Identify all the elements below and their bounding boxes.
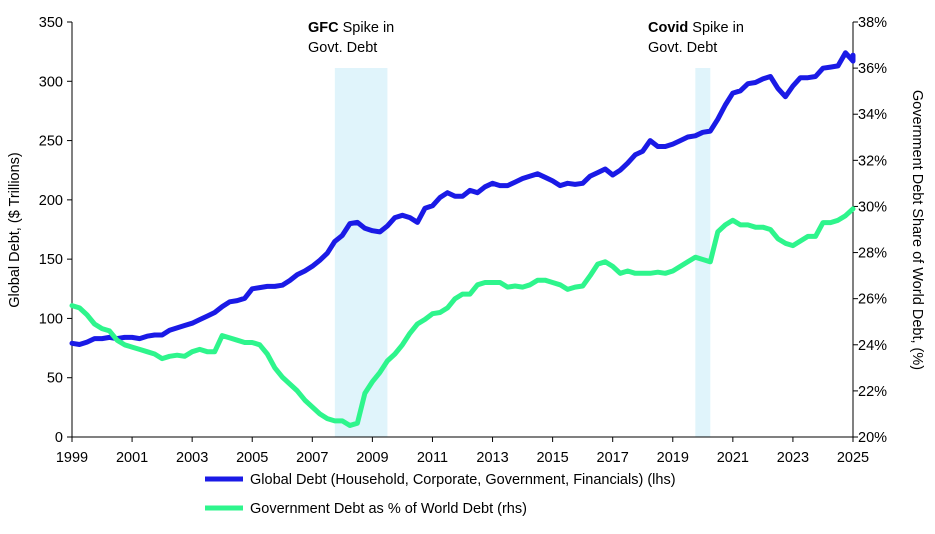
y-left-tick-label: 300 bbox=[39, 74, 63, 90]
annotation-rest-1: Spike in bbox=[688, 20, 744, 36]
x-tick-label: 2023 bbox=[777, 450, 809, 466]
x-tick-label: 2013 bbox=[476, 450, 508, 466]
x-tick-label: 2021 bbox=[717, 450, 749, 466]
y-right-tick-label: 28% bbox=[858, 246, 887, 262]
series-lines bbox=[69, 50, 856, 428]
series-line-1 bbox=[69, 206, 856, 428]
annotation-bold-1: Covid bbox=[648, 20, 688, 36]
shaded-periods bbox=[334, 68, 711, 437]
x-tick-label: 2019 bbox=[657, 450, 689, 466]
shaded-period-0 bbox=[334, 68, 388, 437]
x-tick-label: 2017 bbox=[597, 450, 629, 466]
y-left-tick-label: 100 bbox=[39, 311, 63, 327]
y-left-tick-label: 350 bbox=[39, 15, 63, 31]
x-tick-label: 2003 bbox=[176, 450, 208, 466]
y-right-tick-label: 36% bbox=[858, 61, 887, 77]
series-line-0 bbox=[69, 50, 856, 347]
annotation-line1-1: Covid Spike in bbox=[648, 20, 744, 36]
y-right-tick-label: 38% bbox=[858, 15, 887, 31]
x-tick-label: 2015 bbox=[536, 450, 568, 466]
y-left-tick-label: 0 bbox=[55, 430, 63, 446]
y-right-tick-label: 30% bbox=[858, 199, 887, 215]
annotation-bold-0: GFC bbox=[308, 20, 339, 36]
y-left-tick-label: 50 bbox=[47, 371, 63, 387]
annotation-line2-1: Govt. Debt bbox=[648, 40, 717, 56]
x-tick-label: 2025 bbox=[837, 450, 869, 466]
y-right-axis-title: Government Debt Share of World Debt, (%) bbox=[909, 90, 925, 370]
y-right-tick-label: 22% bbox=[858, 384, 887, 400]
x-tick-label: 2001 bbox=[116, 450, 148, 466]
annotations: GFC Spike in Govt. Debt Covid Spike in Govt… bbox=[308, 20, 744, 56]
y-left-tick-label: 200 bbox=[39, 193, 63, 209]
y-right-tick-label: 34% bbox=[858, 107, 887, 123]
y-left-axis-title: Global Debt, ($ Trillions) bbox=[7, 152, 23, 308]
annotation-line2-0: Govt. Debt bbox=[308, 40, 377, 56]
y-left-tick-label: 250 bbox=[39, 134, 63, 150]
y-right-tick-label: 20% bbox=[858, 430, 887, 446]
axes: 0 50 100 150 200 250 300 350 20% 22% 24% 26% 28% 30% 3… bbox=[7, 15, 925, 466]
y-right-tick-label: 26% bbox=[858, 292, 887, 308]
shaded-period-1 bbox=[695, 68, 711, 437]
x-tick-label: 2011 bbox=[417, 450, 448, 466]
x-tick-label: 1999 bbox=[56, 450, 88, 466]
annotation-rest-0: Spike in bbox=[339, 20, 395, 36]
y-right-tick-label: 32% bbox=[858, 153, 887, 169]
y-left-tick-label: 150 bbox=[39, 252, 63, 268]
x-tick-label: 2009 bbox=[356, 450, 388, 466]
x-tick-label: 2007 bbox=[296, 450, 328, 466]
legend-label-0: Global Debt (Household, Corporate, Gover… bbox=[250, 472, 676, 488]
legend-label-1: Government Debt as % of World Debt (rhs) bbox=[250, 501, 527, 517]
annotation-line1-0: GFC Spike in bbox=[308, 20, 394, 36]
y-right-tick-label: 24% bbox=[858, 338, 887, 354]
legend: Global Debt (Household, Corporate, Gover… bbox=[205, 472, 676, 517]
x-tick-label: 2005 bbox=[236, 450, 268, 466]
